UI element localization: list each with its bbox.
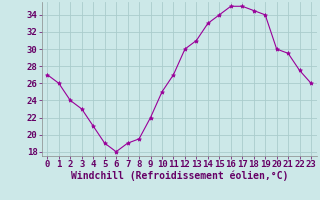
X-axis label: Windchill (Refroidissement éolien,°C): Windchill (Refroidissement éolien,°C): [70, 171, 288, 181]
